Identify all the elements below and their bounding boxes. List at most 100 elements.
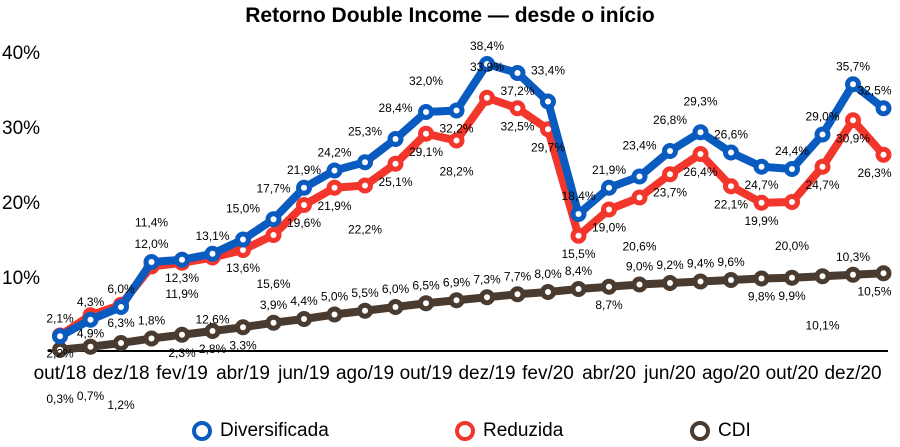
data-label: 17,7% xyxy=(256,181,290,195)
data-label: 0,3% xyxy=(46,392,74,406)
data-point-center xyxy=(697,129,704,136)
data-label: 29,1% xyxy=(409,145,443,159)
data-label: 2,8% xyxy=(199,342,227,356)
data-label: 10,5% xyxy=(857,284,891,298)
plot-area: 10% 20% 30% 40% out/18 dez/18 fev/19 abr/19 jun/… xyxy=(2,39,892,412)
data-label: 13,6% xyxy=(226,261,260,275)
data-point-center xyxy=(87,316,94,323)
data-label: 7,7% xyxy=(504,269,532,283)
data-label: 29,0% xyxy=(805,110,839,124)
data-label: 20,0% xyxy=(775,239,809,253)
data-label: 28,4% xyxy=(378,101,412,115)
data-point-center xyxy=(697,151,704,157)
data-label: 8,4% xyxy=(565,264,593,278)
data-point-center xyxy=(484,94,490,101)
legend-label: Reduzida xyxy=(483,420,564,441)
data-label: 2,2% xyxy=(46,347,74,361)
legend: Diversificada Reduzida CDI xyxy=(0,420,900,444)
data-point-center xyxy=(758,199,765,206)
series-line-cdi xyxy=(59,269,884,354)
data-point-center xyxy=(545,289,551,295)
data-point-center xyxy=(667,171,673,178)
data-point-center xyxy=(880,105,887,112)
data-label: 1,2% xyxy=(107,398,135,412)
legend-item-diversificada[interactable]: Diversificada xyxy=(192,420,329,442)
data-point-center xyxy=(575,232,582,239)
data-point-center xyxy=(148,259,155,265)
data-point-center xyxy=(301,202,307,208)
data-point-center xyxy=(362,182,368,189)
data-label: 32,5% xyxy=(857,83,891,97)
data-label: 33,9% xyxy=(470,60,504,74)
data-point-center xyxy=(880,270,887,277)
x-tick-label: ago/19 xyxy=(336,363,394,384)
data-point-center xyxy=(148,335,155,342)
x-tick-label: dez/18 xyxy=(92,363,149,384)
data-point-center xyxy=(819,273,826,280)
data-label: 20,6% xyxy=(622,240,656,254)
data-label: 26,3% xyxy=(857,166,891,180)
data-point-center xyxy=(270,232,277,238)
legend-item-reduzida[interactable]: Reduzida xyxy=(455,420,563,442)
legend-item-cdi[interactable]: CDI xyxy=(690,420,751,442)
data-point-center xyxy=(270,319,277,326)
data-label: 24,7% xyxy=(805,178,839,192)
data-label: 25,1% xyxy=(378,175,412,189)
x-tick-label: dez/20 xyxy=(824,363,881,384)
data-label: 38,4% xyxy=(470,39,504,53)
data-label: 24,2% xyxy=(317,146,351,160)
data-point-center xyxy=(514,105,521,112)
data-label: 29,7% xyxy=(531,140,565,154)
data-label: 26,4% xyxy=(683,165,717,179)
data-label: 3,3% xyxy=(229,338,257,352)
data-point-center xyxy=(331,167,338,174)
data-label: 15,0% xyxy=(226,202,260,216)
data-label: 4,4% xyxy=(290,294,318,308)
x-tick-label: abr/20 xyxy=(582,363,636,384)
data-label: 21,9% xyxy=(592,163,626,177)
data-point-center xyxy=(392,304,399,310)
data-point-center xyxy=(57,333,63,340)
data-point-center xyxy=(179,331,185,338)
data-point-center xyxy=(118,304,124,310)
data-label: 26,6% xyxy=(714,128,748,142)
data-label: 6,0% xyxy=(382,282,410,296)
data-label: 11,4% xyxy=(135,216,168,230)
data-point-center xyxy=(789,166,795,172)
chart-title: Retorno Double Income — desde o início xyxy=(245,4,655,27)
data-point-center xyxy=(484,61,490,67)
data-label: 22,1% xyxy=(714,197,748,211)
data-label: 5,0% xyxy=(321,290,349,304)
x-tick-label: fev/19 xyxy=(156,363,208,384)
data-point-center xyxy=(484,294,490,301)
data-label: 9,6% xyxy=(717,255,745,269)
data-label: 23,4% xyxy=(622,139,656,153)
data-label: 8,0% xyxy=(534,267,562,281)
data-point-center xyxy=(209,328,216,334)
data-point-center xyxy=(118,340,124,346)
data-label: 22,2% xyxy=(348,223,382,237)
data-point-center xyxy=(636,173,643,180)
data-point-center xyxy=(850,81,856,88)
data-label: 2,1% xyxy=(46,311,74,325)
data-point-center xyxy=(270,216,277,223)
data-point-center xyxy=(728,183,734,190)
x-tick-label: out/20 xyxy=(766,363,819,384)
data-point-center xyxy=(331,311,338,318)
data-label: 26,8% xyxy=(653,113,687,127)
data-point-center xyxy=(636,194,643,201)
data-label: 15,6% xyxy=(256,277,290,291)
data-point-center xyxy=(758,163,765,170)
data-point-center xyxy=(240,324,246,331)
data-point-center xyxy=(301,316,307,322)
data-label: 4,9% xyxy=(77,326,105,340)
data-point-center xyxy=(575,211,582,217)
data-point-center xyxy=(789,274,795,281)
data-point-center xyxy=(819,131,826,138)
data-label: 12,3% xyxy=(165,271,199,285)
data-label: 7,3% xyxy=(473,272,501,286)
data-label: 13,1% xyxy=(195,229,229,243)
data-point-center xyxy=(514,291,521,298)
data-point-center xyxy=(392,160,399,167)
data-point-center xyxy=(728,277,734,283)
